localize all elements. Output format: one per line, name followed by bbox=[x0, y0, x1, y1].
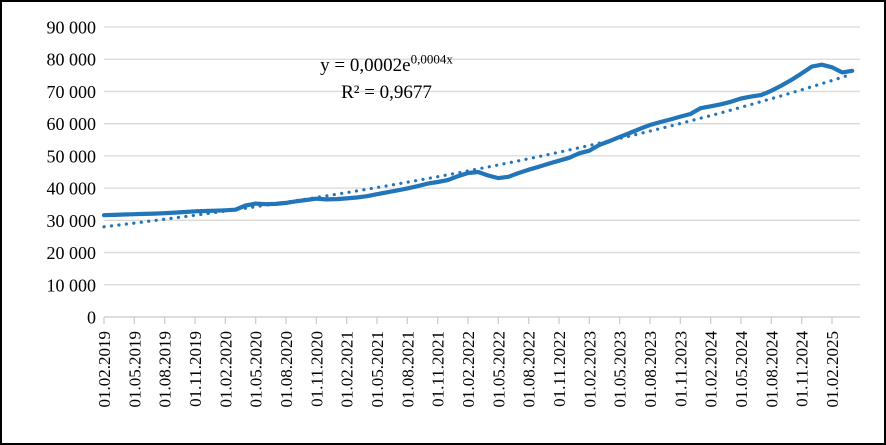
x-tick-label: 01.05.2021 bbox=[368, 331, 387, 408]
y-axis-labels: 0 10 000 20 000 30 000 40 000 50 000 60 000 70 … bbox=[47, 18, 97, 328]
x-tick-label: 01.02.2025 bbox=[823, 331, 842, 408]
y-tick-label: 0 bbox=[87, 308, 96, 328]
r-squared-label: R² = 0,9677 bbox=[341, 82, 432, 103]
equation-line: y = 0,0002e0,0004x bbox=[254, 52, 519, 79]
x-tick-label: 01.08.2024 bbox=[762, 331, 781, 408]
x-tick-label: 01.05.2022 bbox=[489, 331, 508, 408]
data-series-line bbox=[101, 62, 855, 218]
y-tick-label: 20 000 bbox=[47, 243, 97, 263]
x-axis-ticks bbox=[103, 317, 833, 324]
x-tick-label: 01.08.2022 bbox=[520, 331, 539, 408]
x-tick-label: 01.02.2020 bbox=[216, 331, 235, 408]
x-tick-label: 01.02.2024 bbox=[702, 331, 721, 408]
x-tick-label: 01.02.2021 bbox=[338, 331, 357, 408]
equation-exponent: 0,0004x bbox=[410, 51, 453, 67]
equation-base: y = 0,0002e bbox=[320, 55, 411, 76]
x-tick-label: 01.05.2024 bbox=[732, 331, 751, 408]
x-tick-label: 01.02.2023 bbox=[580, 331, 599, 408]
y-tick-label: 90 000 bbox=[47, 18, 97, 38]
x-axis-labels: 01.02.2019 01.05.2019 01.08.2019 01.11.2019… bbox=[95, 331, 842, 408]
gridlines bbox=[104, 26, 860, 318]
x-tick-label: 01.05.2019 bbox=[125, 331, 144, 408]
x-tick-label: 01.11.2019 bbox=[186, 331, 205, 407]
y-tick-label: 80 000 bbox=[47, 50, 97, 70]
y-tick-label: 10 000 bbox=[47, 275, 97, 295]
x-tick-label: 01.08.2020 bbox=[277, 331, 296, 408]
x-tick-label: 01.11.2023 bbox=[671, 331, 690, 407]
trendline-equation: y = 0,0002e0,0004x R² = 0,9677 bbox=[254, 52, 519, 106]
x-tick-label: 01.05.2023 bbox=[611, 331, 630, 408]
x-tick-label: 01.08.2019 bbox=[156, 331, 175, 408]
y-tick-label: 60 000 bbox=[47, 114, 97, 134]
x-tick-label: 01.02.2022 bbox=[459, 331, 478, 408]
y-tick-label: 70 000 bbox=[47, 82, 97, 102]
y-tick-label: 50 000 bbox=[47, 146, 97, 166]
x-tick-label: 01.11.2022 bbox=[550, 331, 569, 407]
x-tick-label: 01.11.2024 bbox=[793, 331, 812, 407]
x-tick-label: 01.08.2023 bbox=[641, 331, 660, 408]
x-tick-label: 01.02.2019 bbox=[95, 331, 114, 408]
y-tick-label: 40 000 bbox=[47, 179, 97, 199]
x-tick-label: 01.11.2021 bbox=[429, 331, 448, 407]
x-tick-label: 01.08.2021 bbox=[398, 331, 417, 408]
x-tick-label: 01.05.2020 bbox=[247, 331, 266, 408]
x-tick-label: 01.11.2020 bbox=[307, 331, 326, 407]
y-tick-label: 30 000 bbox=[47, 211, 97, 231]
